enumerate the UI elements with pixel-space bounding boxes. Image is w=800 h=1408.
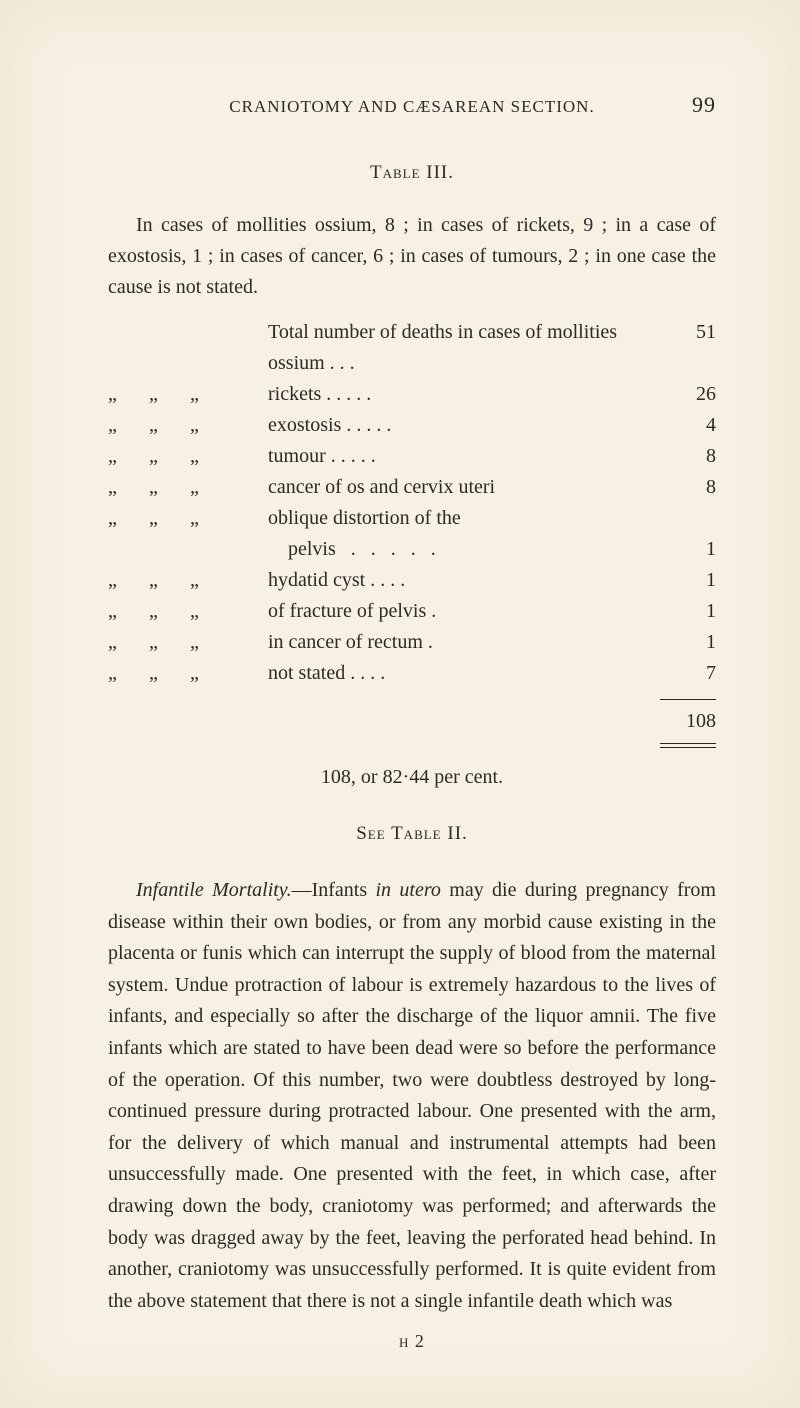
tally-row: pelvis . . . . . 1 <box>108 534 716 565</box>
total-spacer <box>108 706 660 737</box>
ditto-mark: „ <box>190 658 226 689</box>
tally-row: „ „ „ hydatid cyst . . . . 1 <box>108 565 716 596</box>
tally-row: „ „ „ cancer of os and cervix uteri 8 <box>108 472 716 503</box>
tally-ditto-group: „ „ „ <box>108 503 268 534</box>
tally-value: 7 <box>660 658 716 689</box>
tally-row: „ „ „ tumour . . . . . 8 <box>108 441 716 472</box>
tally-row: „ „ „ exostosis . . . . . 4 <box>108 410 716 441</box>
tally-label: tumour . . . . . <box>268 441 660 472</box>
ditto-mark: „ <box>149 472 185 503</box>
tally-ditto-group: „ „ „ <box>108 565 268 596</box>
ditto-mark: „ <box>108 658 144 689</box>
see-table-heading: See Table II. <box>108 823 716 845</box>
tally-block: Total number of deaths in cases of molli… <box>108 317 716 744</box>
tally-label: cancer of os and cervix uteri <box>268 472 660 503</box>
body-paragraph: Infantile Mortality.—Infants in utero ma… <box>108 875 716 1317</box>
tally-label: oblique distortion of the <box>268 503 660 534</box>
tally-value: 1 <box>660 534 716 565</box>
tally-ditto-group: „ „ „ <box>108 596 268 627</box>
ditto-mark: „ <box>108 565 144 596</box>
ditto-mark: „ <box>108 472 144 503</box>
paragraph-heading-italic: Infantile Mortality. <box>136 879 292 901</box>
tally-value: 4 <box>660 410 716 441</box>
tally-value: 1 <box>660 596 716 627</box>
page-number: 99 <box>668 92 716 118</box>
italic-phrase: in utero <box>375 879 440 901</box>
tally-total-row: 108 <box>108 706 716 737</box>
ditto-mark: „ <box>149 565 185 596</box>
tally-value: 8 <box>660 472 716 503</box>
body-text: —Infants in utero may die during pregnan… <box>108 879 716 1312</box>
ditto-mark: „ <box>108 441 144 472</box>
tally-lead-row: Total number of deaths in cases of molli… <box>108 317 716 379</box>
tally-row: „ „ „ oblique distortion of the <box>108 503 716 534</box>
tally-label: exostosis . . . . . <box>268 410 660 441</box>
tally-label: hydatid cyst . . . . <box>268 565 660 596</box>
percent-line: 108, or 82·44 per cent. <box>108 766 716 789</box>
ditto-mark: „ <box>149 441 185 472</box>
tally-ditto-group: „ „ „ <box>108 472 268 503</box>
tally-value: 26 <box>660 379 716 410</box>
tally-row: „ „ „ rickets . . . . . 26 <box>108 379 716 410</box>
ditto-mark: „ <box>149 503 185 534</box>
scanned-page: CRANIOTOMY AND CÆSAREAN SECTION. 99 Tabl… <box>0 0 800 1408</box>
ditto-mark: „ <box>108 596 144 627</box>
tally-row: „ „ „ of fracture of pelvis . 1 <box>108 596 716 627</box>
tally-row: „ „ „ not stated . . . . 7 <box>108 658 716 689</box>
ditto-mark: „ <box>108 410 144 441</box>
ditto-mark: „ <box>190 410 226 441</box>
sum-double-rule <box>660 743 716 744</box>
ditto-mark: „ <box>149 379 185 410</box>
ditto-mark: „ <box>190 503 226 534</box>
tally-ditto-group: „ „ „ <box>108 379 268 410</box>
tally-value: 1 <box>660 565 716 596</box>
ditto-mark: „ <box>190 596 226 627</box>
ditto-mark: „ <box>108 379 144 410</box>
tally-label: in cancer of rectum . <box>268 627 660 658</box>
signature-mark: h 2 <box>108 1331 716 1352</box>
intro-paragraph: In cases of mollities ossium, 8 ; in cas… <box>108 210 716 303</box>
tally-ditto-group: „ „ „ <box>108 658 268 689</box>
ditto-mark: „ <box>149 658 185 689</box>
tally-ditto-group: „ „ „ <box>108 627 268 658</box>
ditto-mark: „ <box>190 379 226 410</box>
ditto-mark: „ <box>190 627 226 658</box>
ditto-mark: „ <box>149 410 185 441</box>
running-head: CRANIOTOMY AND CÆSAREAN SECTION. 99 <box>108 92 716 118</box>
ditto-mark: „ <box>108 627 144 658</box>
ditto-mark: „ <box>108 503 144 534</box>
tally-label: not stated . . . . <box>268 658 660 689</box>
tally-label: of fracture of pelvis . <box>268 596 660 627</box>
tally-row: „ „ „ in cancer of rectum . 1 <box>108 627 716 658</box>
tally-label: pelvis . . . . . <box>268 534 660 565</box>
tally-ditto-group: „ „ „ <box>108 410 268 441</box>
tally-total-value: 108 <box>660 706 716 737</box>
tally-lead-label: Total number of deaths in cases of molli… <box>268 317 660 379</box>
ditto-mark: „ <box>190 441 226 472</box>
tally-ditto-group: „ „ „ <box>108 441 268 472</box>
table-heading: Table III. <box>108 162 716 184</box>
ditto-mark: „ <box>190 565 226 596</box>
sum-rule <box>660 699 716 700</box>
ditto-mark: „ <box>149 596 185 627</box>
tally-lead-value: 51 <box>660 317 716 348</box>
tally-value: 8 <box>660 441 716 472</box>
tally-label: rickets . . . . . <box>268 379 660 410</box>
ditto-mark: „ <box>190 472 226 503</box>
tally-value: 1 <box>660 627 716 658</box>
ditto-mark: „ <box>149 627 185 658</box>
running-title: CRANIOTOMY AND CÆSAREAN SECTION. <box>156 97 668 117</box>
